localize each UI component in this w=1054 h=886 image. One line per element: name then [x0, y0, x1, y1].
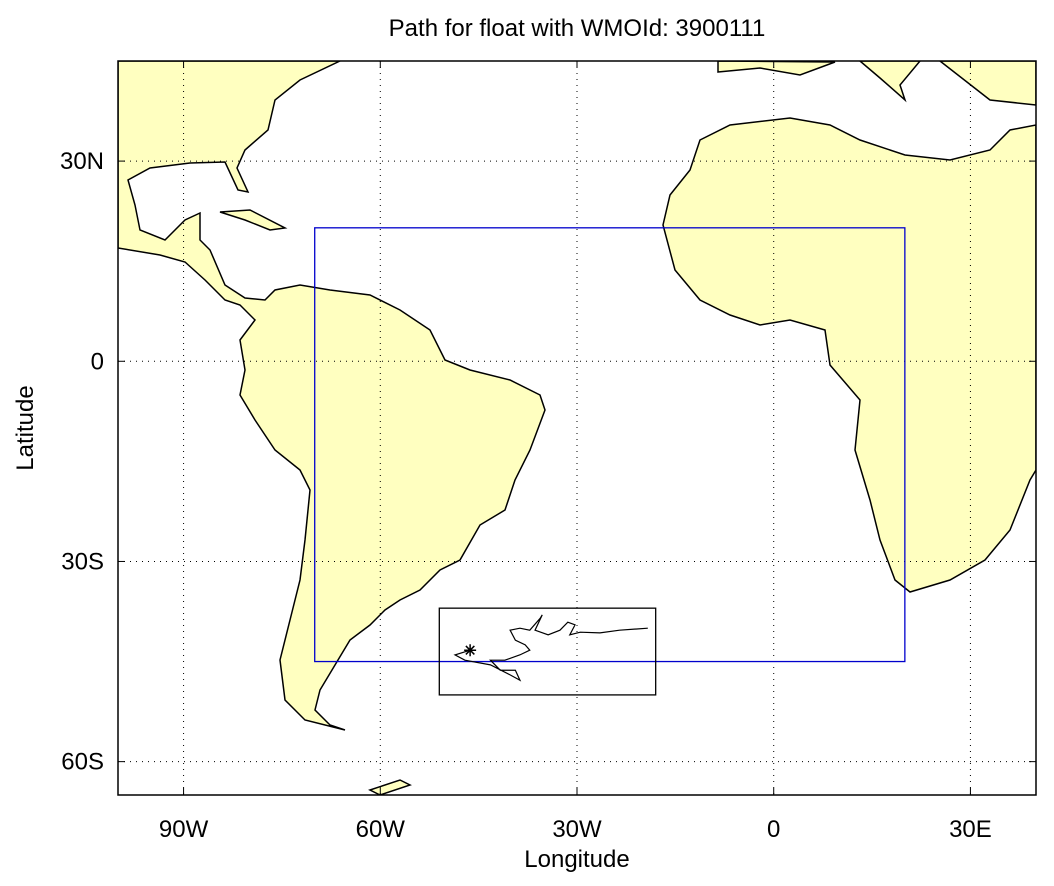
cuba — [219, 209, 288, 231]
y-tick-label: 30S — [61, 548, 104, 575]
chart-title: Path for float with WMOId: 3900111 — [389, 15, 766, 42]
americas — [118, 61, 546, 731]
y-tick-label: 30N — [60, 148, 104, 175]
plot-frame — [117, 60, 1037, 796]
start-marker — [464, 644, 477, 657]
x-tick-label: 30W — [552, 816, 602, 843]
italy-balkans — [858, 61, 1036, 106]
africa — [662, 117, 1036, 593]
x-tick-label: 60W — [356, 816, 406, 843]
y-tick-label: 60S — [61, 749, 104, 776]
float-track — [453, 614, 648, 682]
x-axis-label: Longitude — [524, 846, 629, 873]
x-tick-label: 30E — [949, 816, 992, 843]
y-tick-label: 0 — [91, 348, 104, 375]
antarctic-islands — [368, 779, 412, 795]
x-tick-label: 90W — [159, 816, 209, 843]
y-axis-label: Latitude — [12, 385, 39, 470]
region-box — [314, 227, 906, 663]
europe — [717, 61, 836, 76]
x-tick-label: 0 — [767, 816, 780, 843]
region-box — [438, 607, 657, 696]
